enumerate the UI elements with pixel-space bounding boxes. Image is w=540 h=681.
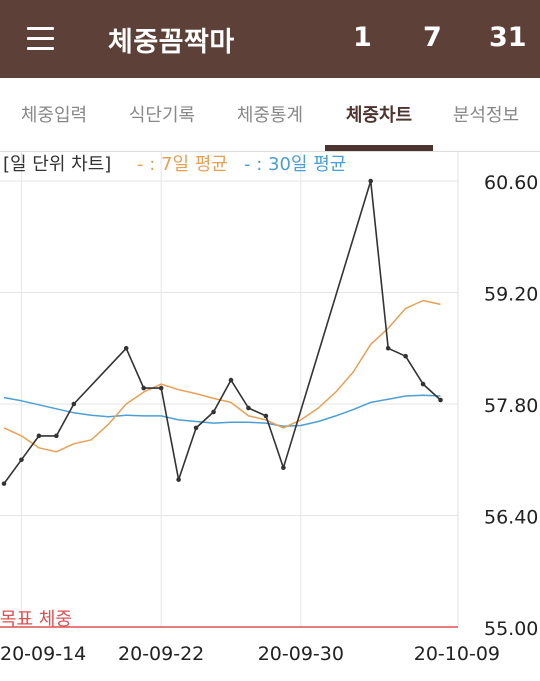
tab-weight-chart[interactable]: 체중차트	[345, 105, 413, 126]
y-tick-label: 57.80	[484, 395, 538, 417]
daily-weight-point	[438, 397, 443, 403]
daily-weight-point	[263, 413, 269, 419]
daily-weight-point	[1, 481, 7, 486]
avg7-line	[3, 299, 441, 453]
header-stat-1: 1	[353, 22, 372, 53]
tab-weight-input[interactable]: 체중입력	[20, 105, 88, 126]
daily-weight-point	[368, 178, 373, 184]
tab-diet-log[interactable]: 식단기록	[128, 105, 196, 126]
y-tick-label: 55.00	[484, 618, 538, 640]
legend-avg7: - : 7일 평균	[137, 154, 228, 175]
goal-weight-label: 목표 체중	[0, 609, 72, 630]
daily-weight-point	[385, 345, 391, 351]
tab-analysis[interactable]: 분석정보	[452, 105, 520, 126]
tab-bar: 체중입력 식단기록 체중통계 체중차트 분석정보	[0, 78, 540, 152]
daily-weight-point	[54, 433, 59, 439]
active-tab-indicator	[325, 145, 433, 151]
y-tick-label: 56.40	[484, 507, 538, 529]
x-tick-label: 20-09-30	[258, 643, 344, 665]
daily-weight-point	[403, 353, 408, 359]
daily-weight-point	[281, 465, 286, 471]
daily-weight-point	[158, 385, 164, 391]
header-stat-2: 7	[423, 22, 442, 53]
daily-weight-point	[211, 409, 216, 415]
weight-line-chart[interactable]: 55.00 56.40 57.80 59.20 60.60 20-09-14 20-09-2…	[0, 152, 540, 681]
legend-avg30: - : 30일 평균	[244, 154, 346, 175]
menu-icon[interactable]	[22, 24, 58, 54]
x-tick-label: 20-09-14	[0, 643, 86, 665]
daily-weight-point	[36, 433, 42, 439]
daily-weight-point	[246, 405, 251, 411]
tab-weight-stats[interactable]: 체중통계	[236, 105, 304, 126]
daily-weight-point	[71, 401, 77, 407]
app-bar: 체중꼼짝마 1 7 31	[0, 0, 540, 78]
daily-weight-point	[228, 377, 234, 383]
x-tick-label: 20-10-09	[414, 643, 500, 665]
daily-weight-point	[123, 345, 129, 351]
daily-weight-line	[3, 180, 442, 485]
daily-weight-point	[141, 385, 146, 391]
header-stat-3: 31	[489, 22, 527, 53]
avg30-line	[3, 394, 441, 428]
daily-weight-point	[19, 457, 24, 463]
daily-weight-point	[193, 425, 199, 431]
app-title: 체중꼼짝마	[108, 27, 235, 58]
x-tick-label: 20-09-22	[118, 643, 204, 665]
y-tick-label: 59.20	[484, 284, 538, 306]
chart-title: [일 단위 차트]	[3, 154, 111, 175]
y-tick-label: 60.60	[484, 172, 538, 194]
daily-weight-point	[420, 381, 426, 387]
daily-weight-point	[176, 477, 181, 482]
